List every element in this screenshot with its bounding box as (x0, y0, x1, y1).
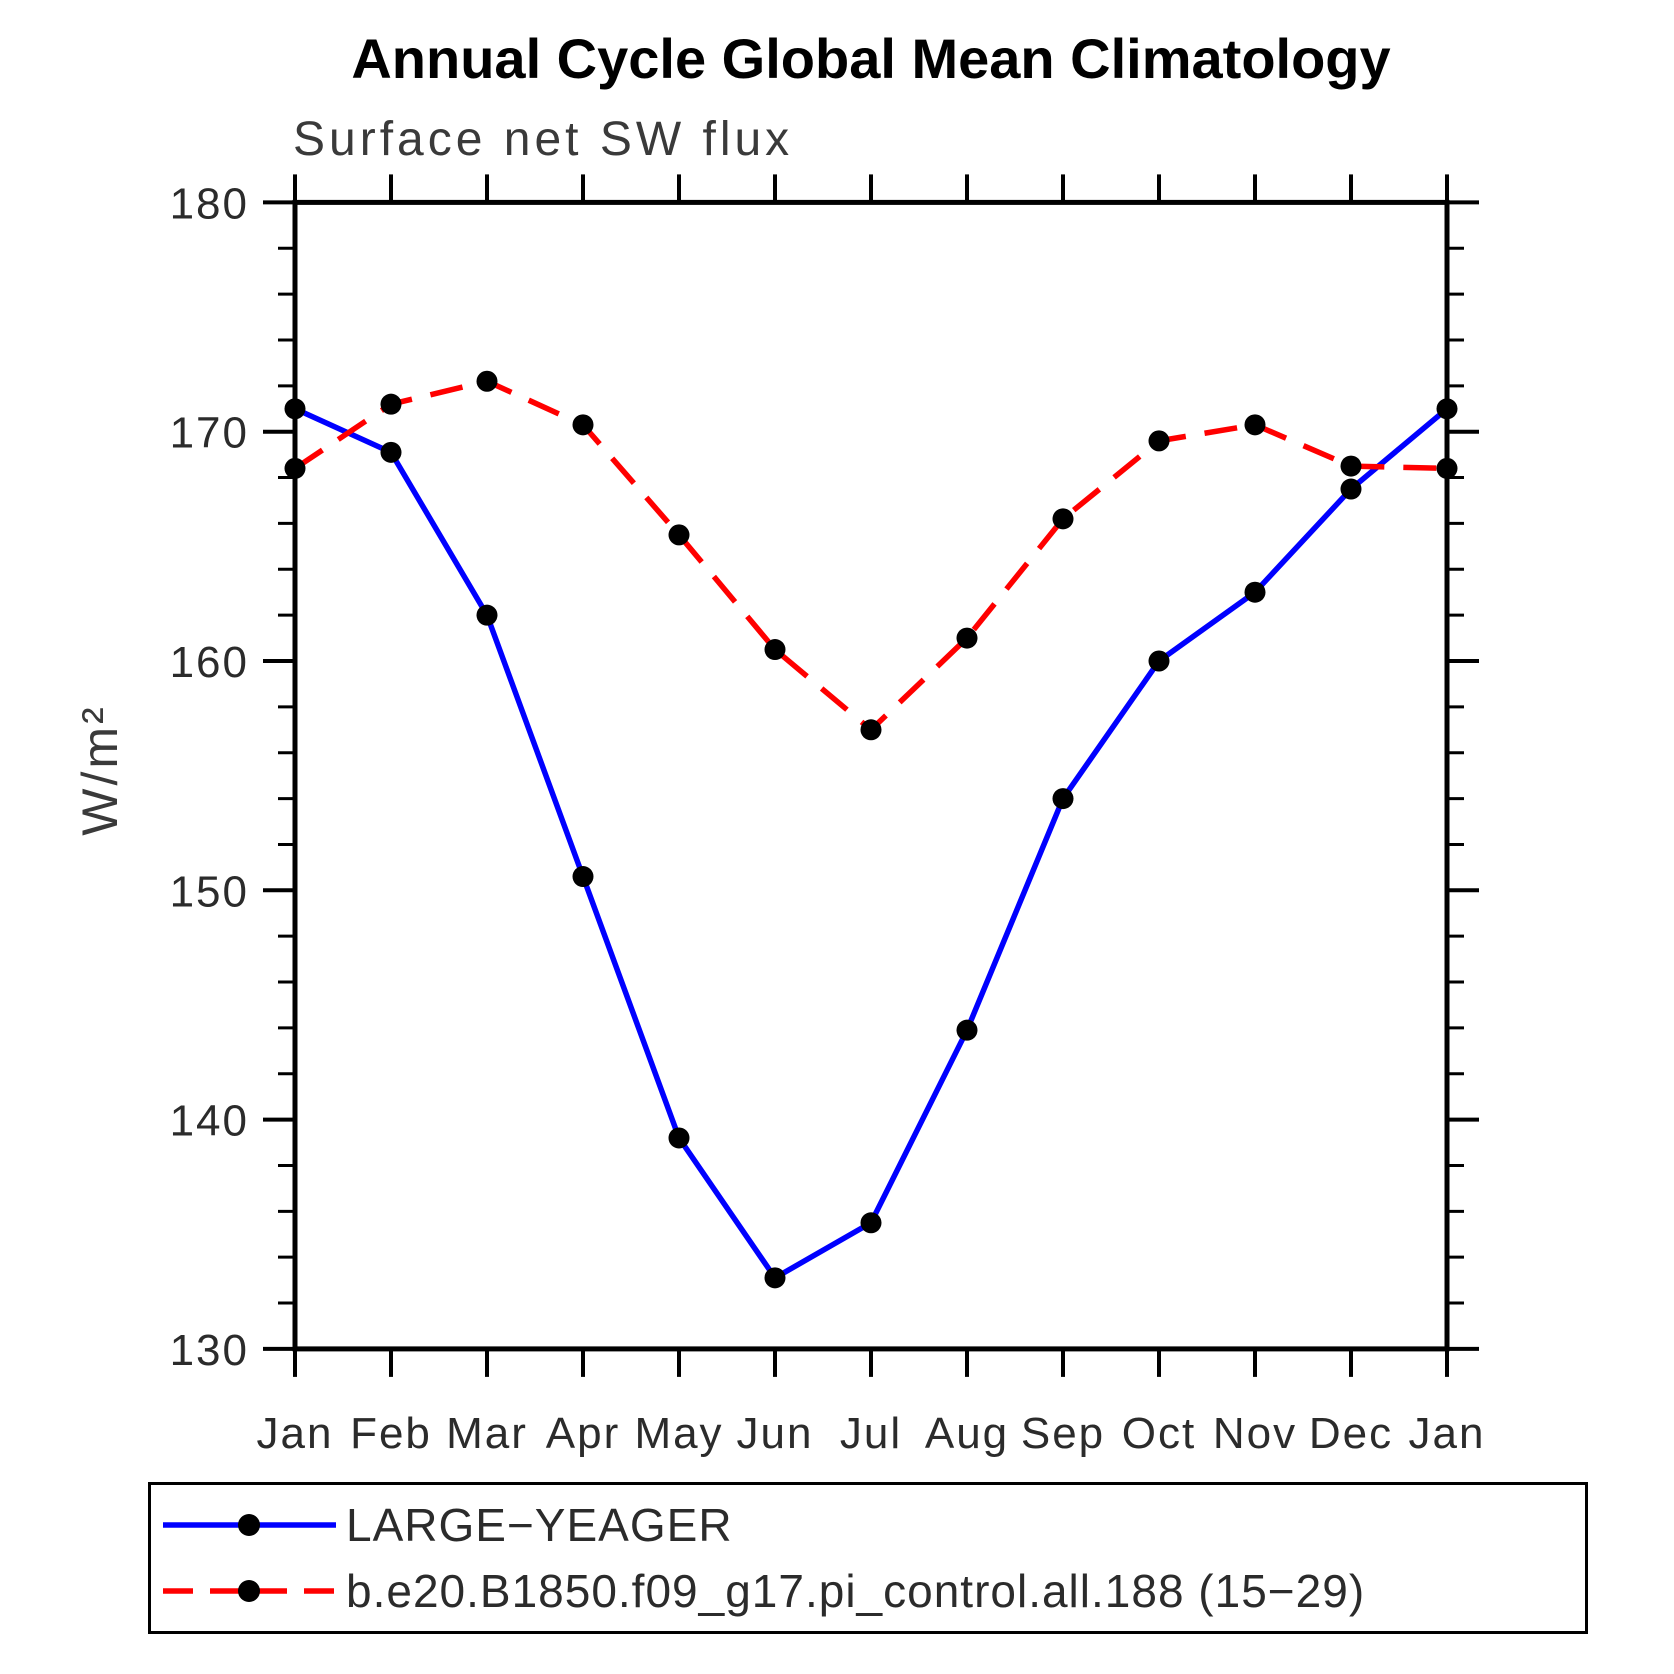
series-model-marker (764, 639, 786, 661)
series-model-marker (668, 524, 690, 546)
series-large-yeager-marker (1148, 650, 1170, 672)
legend-marker (238, 1514, 260, 1537)
x-tick-label: Aug (925, 1409, 1009, 1458)
series-large-yeager-marker (284, 398, 306, 420)
series-large-yeager-marker (1436, 398, 1458, 420)
series-large-yeager-marker (956, 1019, 978, 1041)
legend-marker (238, 1579, 260, 1602)
chart-subtitle: Surface net SW flux (293, 113, 794, 166)
series-large-yeager-marker (1340, 478, 1362, 500)
x-tick-label: May (634, 1409, 723, 1458)
series-large-yeager-marker (668, 1127, 690, 1149)
series-large-yeager-marker (764, 1267, 786, 1289)
x-tick-label: Mar (446, 1409, 528, 1458)
legend: LARGE−YEAGER b.e20.B1850.f09_g17.pi_cont… (148, 1482, 1588, 1634)
series-model-marker (860, 719, 882, 741)
series-model-marker (476, 370, 498, 392)
axis-frame (292, 199, 1450, 1352)
x-tick-label: Dec (1309, 1409, 1393, 1458)
series-large-yeager-marker (1244, 581, 1266, 603)
series-model-marker (956, 627, 978, 649)
legend-item-model: b.e20.B1850.f09_g17.pi_control.all.188 (… (151, 1564, 1585, 1617)
legend-item-large-yeager: LARGE−YEAGER (151, 1499, 1585, 1552)
series-large-yeager-marker (476, 604, 498, 626)
series-large-yeager-line (293, 406, 1449, 1281)
x-tick-label: Feb (350, 1409, 432, 1458)
y-tick-label: 150 (170, 867, 249, 916)
series-model-line (293, 378, 1448, 733)
series-large-yeager-marker (572, 866, 594, 888)
series-model-marker (1436, 457, 1458, 479)
legend-sample-dashed-line (163, 1579, 336, 1602)
legend-label-model: b.e20.B1850.f09_g17.pi_control.all.188 (… (346, 1564, 1366, 1617)
legend-label-large-yeager: LARGE−YEAGER (346, 1499, 733, 1552)
x-tick-label: Nov (1213, 1409, 1297, 1458)
x-tick-label: Jul (840, 1409, 902, 1458)
x-tick-label: Apr (546, 1409, 620, 1458)
series-large-yeager-marker (380, 441, 402, 463)
y-tick-label: 130 (170, 1326, 249, 1375)
series-model-marker (1052, 508, 1074, 530)
series-model-marker (1148, 430, 1170, 452)
x-tick-label: Jan (1409, 1409, 1486, 1458)
legend-sample-solid-line (163, 1514, 336, 1537)
x-tick-label: Oct (1122, 1409, 1196, 1458)
series-model-marker (380, 393, 402, 415)
y-tick-label: 170 (170, 409, 249, 458)
series-model-marker (1340, 455, 1362, 477)
series-model-marker (284, 457, 306, 479)
x-tick-label: Jan (257, 1409, 334, 1458)
y-tick-label: 140 (170, 1097, 249, 1146)
series-large-yeager-marker (860, 1212, 882, 1234)
series-large-yeager-marker (1052, 788, 1074, 810)
series-model-marker (1244, 414, 1266, 436)
chart-title: Annual Cycle Global Mean Climatology (351, 27, 1391, 90)
x-tick-label: Sep (1021, 1409, 1105, 1458)
y-tick-label: 180 (170, 179, 249, 228)
x-tick-label: Jun (737, 1409, 814, 1458)
y-tick-label: 160 (170, 638, 249, 687)
series-model-marker (572, 414, 594, 436)
